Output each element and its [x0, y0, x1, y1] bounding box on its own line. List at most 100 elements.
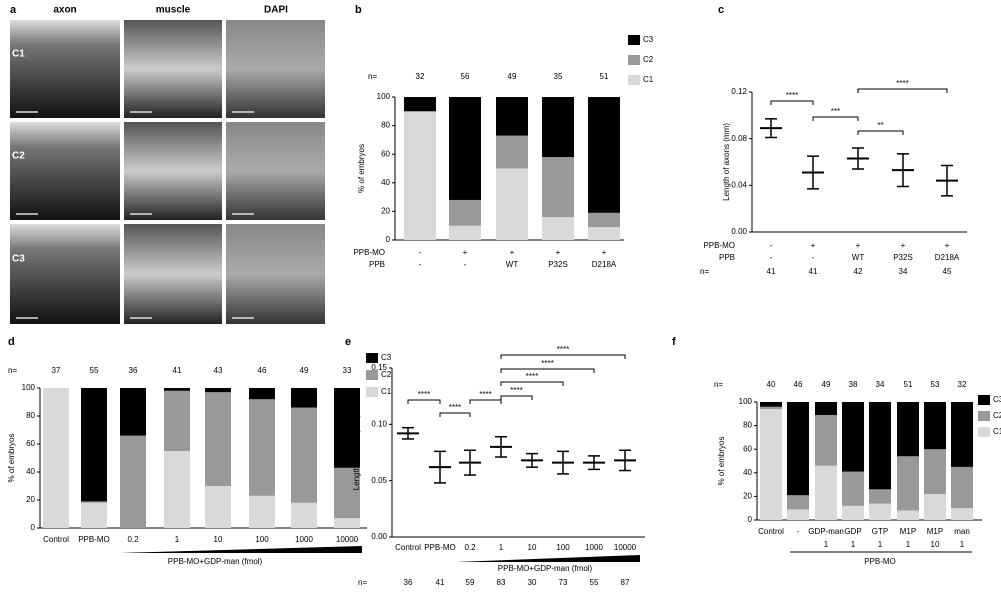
bar-segment	[205, 392, 231, 486]
significance-bracket	[857, 130, 904, 135]
bar-segment	[924, 402, 946, 450]
bar-segment	[449, 97, 481, 200]
group-label: PPB-MO	[864, 557, 896, 566]
n-label: n=	[8, 366, 17, 375]
chart-c: c Length of axons (mm) 0.00 0.04 0.08 0.12 n= 4…	[700, 4, 967, 276]
significance-bracket	[469, 399, 502, 404]
n-value: 49	[508, 72, 517, 81]
bar-segment	[291, 407, 317, 503]
panel-label: f	[672, 336, 676, 348]
n-value: 36	[404, 578, 413, 587]
legend-swatch	[978, 427, 990, 437]
y-axis-label: Length of axons (mm)	[722, 123, 731, 201]
bar-segment	[43, 388, 69, 528]
x-tick-label: 10	[214, 535, 223, 544]
legend-label: C2	[993, 411, 1001, 420]
n-value: 55	[590, 578, 599, 587]
x-tick-label: 1000	[585, 543, 603, 552]
significance-bracket	[500, 381, 564, 386]
n-value: 37	[52, 366, 61, 375]
bar-segment	[120, 435, 146, 528]
row-value: -	[770, 253, 773, 262]
bar-segment	[205, 486, 231, 528]
row-label: C1	[12, 49, 25, 60]
chart-f: f % of embryos 0 20 40 60 80 100 n= 40 46 49 38 34 51 5…	[672, 336, 1001, 566]
bar-segment	[404, 111, 436, 240]
bar-segment	[249, 399, 275, 496]
dose-label: 1	[851, 540, 856, 549]
panel-label: d	[8, 336, 15, 348]
y-tick-label: 0	[386, 235, 391, 244]
bar-segment	[449, 199, 481, 226]
x-tick-label: 0.2	[127, 535, 139, 544]
significance-bracket	[812, 116, 859, 121]
row-value: -	[812, 253, 815, 262]
y-tick-label: 0.00	[731, 227, 747, 236]
significance-bracket	[407, 399, 441, 404]
row-value: +	[856, 241, 861, 250]
micrograph	[124, 20, 222, 118]
bar-segment	[542, 157, 574, 218]
bar-segment	[924, 494, 946, 520]
bar-segment	[334, 518, 360, 528]
significance-label: ****	[479, 390, 491, 399]
y-tick-label: 40	[381, 178, 390, 187]
x-tick-label: 1	[499, 543, 504, 552]
legend-label: C2	[643, 55, 654, 64]
n-value: 35	[554, 72, 563, 81]
y-tick-label: 0.04	[731, 180, 747, 189]
y-tick-label: 0.10	[371, 419, 387, 428]
bar-segment	[404, 97, 436, 112]
panel-label: c	[718, 4, 724, 16]
column-header: DAPI	[264, 5, 288, 16]
row-value: +	[602, 248, 607, 257]
row-label: C2	[12, 151, 25, 162]
column-header: muscle	[156, 5, 191, 16]
panel-label: a	[10, 4, 17, 16]
y-tick-label: 0.15	[371, 363, 387, 372]
y-tick-label: 20	[743, 492, 752, 501]
x-tick-label: 1	[175, 535, 180, 544]
panel-label: b	[355, 4, 362, 16]
row-value: +	[463, 248, 468, 257]
bar-segment	[291, 502, 317, 528]
row-value: -	[464, 260, 467, 269]
x-tick-label: 0.2	[464, 543, 476, 552]
micrograph	[226, 20, 325, 118]
y-tick-label: 0	[31, 523, 36, 532]
y-tick-label: 60	[26, 439, 35, 448]
bar-segment	[81, 388, 107, 502]
chart-b: b % of embryos 0 20 40 60 80 100 n= 32 56 49 35 51 PPB…	[353, 4, 653, 269]
micrograph	[124, 122, 222, 220]
bar-segment	[164, 388, 190, 391]
y-tick-label: 100	[22, 383, 36, 392]
bar-segment	[334, 388, 360, 468]
dose-label: 1	[960, 540, 965, 549]
bar-segment	[869, 489, 891, 504]
n-label: n=	[358, 578, 367, 587]
dose-label: 1	[906, 540, 911, 549]
row-value: +	[945, 241, 950, 250]
x-tick-label: -	[797, 527, 800, 536]
bar-segment	[496, 135, 528, 169]
y-tick-label: 40	[743, 468, 752, 477]
n-value: 41	[809, 267, 818, 276]
n-label: n=	[368, 72, 377, 81]
bar-segment	[81, 502, 107, 528]
legend-swatch	[628, 55, 640, 65]
n-value: 53	[931, 380, 940, 389]
n-value: 46	[258, 366, 267, 375]
bar-segment	[760, 409, 782, 520]
n-value: 38	[849, 380, 858, 389]
bar-segment	[787, 509, 809, 520]
micrograph	[10, 20, 120, 118]
bar-segment	[496, 97, 528, 136]
row-value: -	[419, 248, 422, 257]
significance-label: ****	[526, 372, 538, 381]
y-axis-label: % of embryos	[717, 437, 726, 486]
y-tick-label: 0.00	[371, 532, 387, 541]
significance-label: ***	[831, 107, 840, 116]
x-tick-label: man	[954, 527, 970, 536]
bar-segment	[787, 495, 809, 510]
